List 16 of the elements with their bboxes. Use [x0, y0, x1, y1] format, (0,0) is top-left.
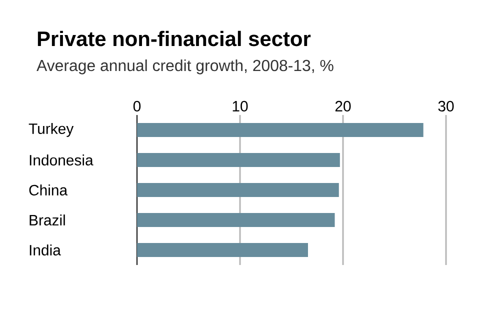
bar: [137, 153, 340, 168]
bar: [137, 183, 339, 198]
x-tick-label: 20: [335, 100, 351, 112]
y-tick-label: Indonesia: [30, 154, 94, 166]
bar: [137, 213, 335, 227]
chart-title: Private non-financial sector: [38, 30, 311, 46]
x-tick-label: 10: [232, 100, 248, 112]
y-tick-label: Brazil: [30, 214, 65, 226]
bar: [137, 243, 308, 257]
y-tick-label: Turkey: [28, 123, 74, 137]
chart-subtitle: Average annual credit growth, 2008-13, %: [36, 59, 334, 74]
x-tick-label: 30: [438, 100, 454, 112]
bar: [137, 123, 424, 138]
y-tick-label: India: [30, 244, 61, 256]
y-tick-label: China: [29, 184, 68, 196]
x-tick-label: 0: [133, 100, 141, 112]
